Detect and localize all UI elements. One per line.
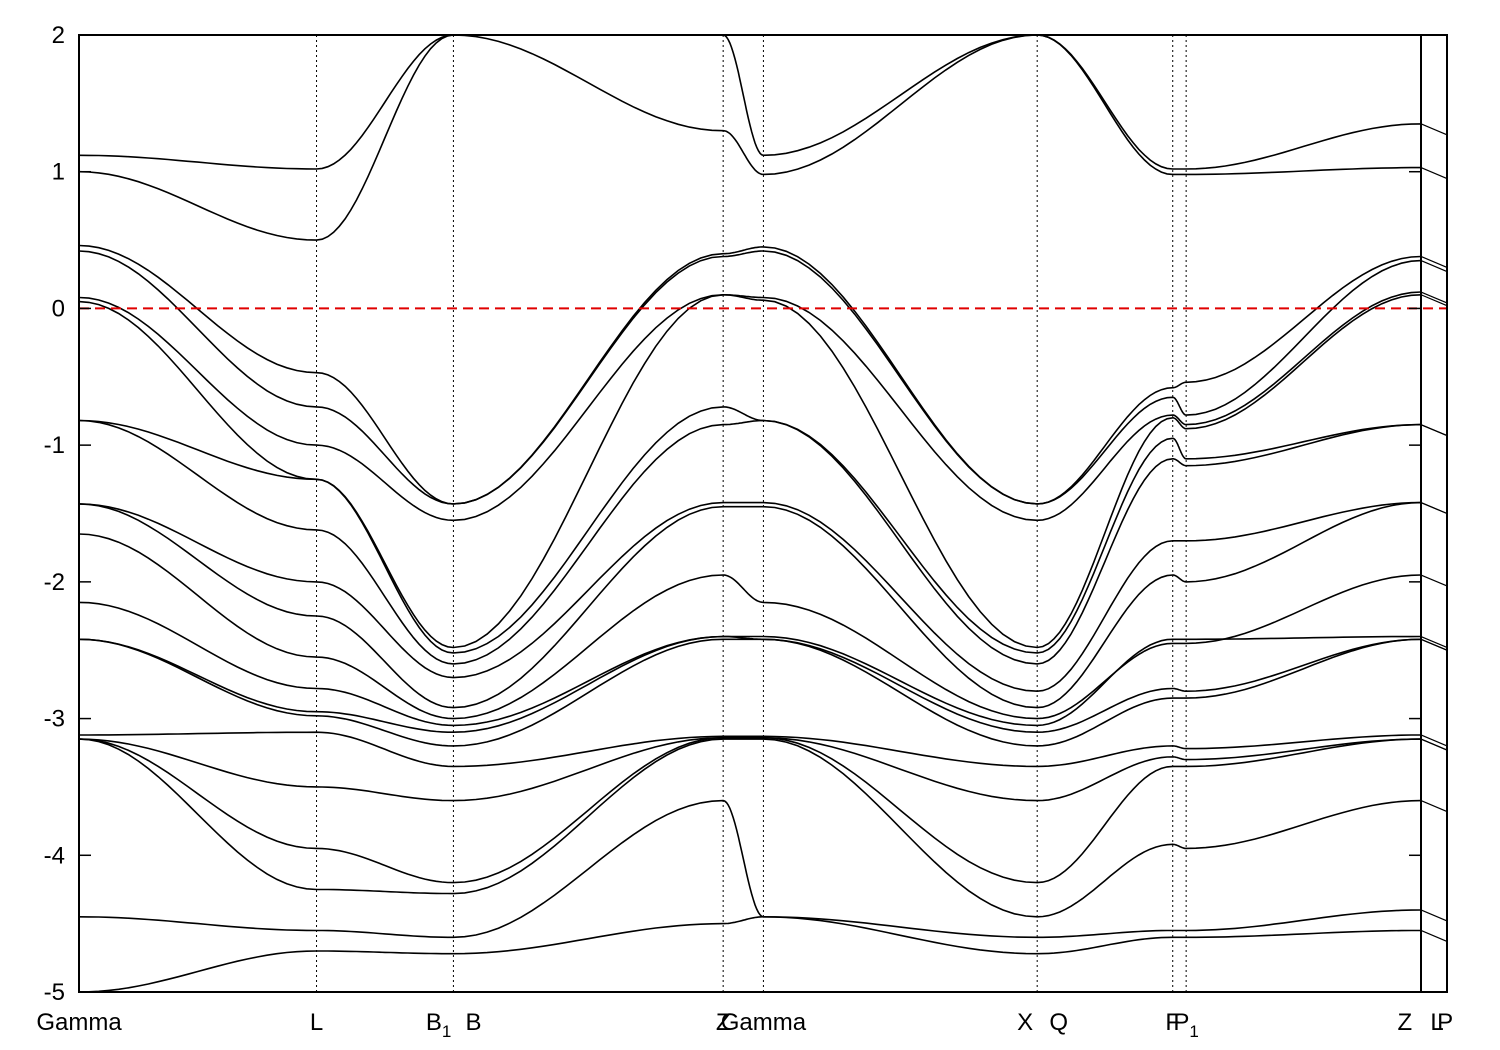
band-8 — [78, 501, 1422, 693]
band-stub-9 — [1420, 502, 1448, 515]
band-17 — [78, 738, 1422, 918]
k-point-lines — [316, 35, 1187, 992]
band-1 — [78, 34, 1421, 241]
x-tick-label-0: Gamma — [36, 1009, 122, 1036]
band-10 — [78, 533, 1422, 720]
x-tick-label-8: F — [1165, 1009, 1180, 1036]
x-tick-label-7: Q — [1049, 1009, 1068, 1036]
y-tick-label-6: -4 — [44, 842, 65, 869]
band-stub-7 — [1420, 424, 1448, 437]
y-tick-label-5: -3 — [44, 706, 65, 733]
y-tick-label-4: -2 — [44, 569, 65, 596]
band-13 — [78, 638, 1422, 747]
band-stub-0 — [1420, 123, 1448, 136]
x-tick-label-9: P1 — [1173, 1009, 1198, 1041]
x-tick-label-11: L — [1430, 1009, 1443, 1036]
band-stub-1 — [1420, 167, 1448, 180]
band-19 — [78, 916, 1421, 993]
band-stub-4 — [1420, 291, 1448, 304]
band-stub-11 — [1420, 635, 1448, 649]
y-axis-ticks: 2 1 0 -1 -2 -3 -4 -5 — [44, 22, 1421, 1006]
y-tick-label-0: 2 — [52, 22, 65, 49]
band-stub-18 — [1420, 909, 1448, 922]
band-9 — [78, 501, 1422, 709]
band-0 — [78, 34, 1422, 170]
band-stub-19 — [1420, 929, 1448, 942]
secondary-panel-frame — [1420, 34, 1448, 993]
band-2 — [78, 244, 1422, 505]
band-stub-3 — [1420, 260, 1448, 273]
band-stub-10 — [1420, 574, 1448, 587]
band-stub-16 — [1420, 738, 1448, 751]
band-stub-17 — [1420, 800, 1448, 813]
band-stub-5 — [1420, 294, 1448, 307]
plot-frame — [78, 34, 1422, 993]
band-6 — [78, 406, 1422, 654]
x-tick-label-4: Z — [716, 1009, 731, 1036]
y-tick-label-7: -5 — [44, 979, 65, 1006]
band-lines — [78, 34, 1448, 993]
band-stub-14 — [1420, 734, 1448, 747]
x-tick-label-10: Z — [1398, 1009, 1413, 1036]
y-tick-label-3: -1 — [44, 432, 65, 459]
x-tick-label-12: P — [1437, 1009, 1453, 1036]
x-tick-label-2: B1 — [426, 1009, 451, 1041]
band-18 — [78, 799, 1422, 939]
x-tick-label-6: X — [1017, 1009, 1033, 1036]
x-tick-label-5: Gamma — [721, 1009, 807, 1036]
x-tick-label-1: L — [310, 1009, 323, 1036]
x-tick-label-3: B — [466, 1009, 482, 1036]
y-tick-label-1: 1 — [52, 159, 65, 186]
band-stub-13 — [1420, 638, 1448, 651]
band-4 — [78, 291, 1422, 522]
band-16 — [78, 736, 1422, 884]
band-stub-2 — [1420, 255, 1448, 268]
y-tick-label-2: 0 — [52, 295, 65, 322]
